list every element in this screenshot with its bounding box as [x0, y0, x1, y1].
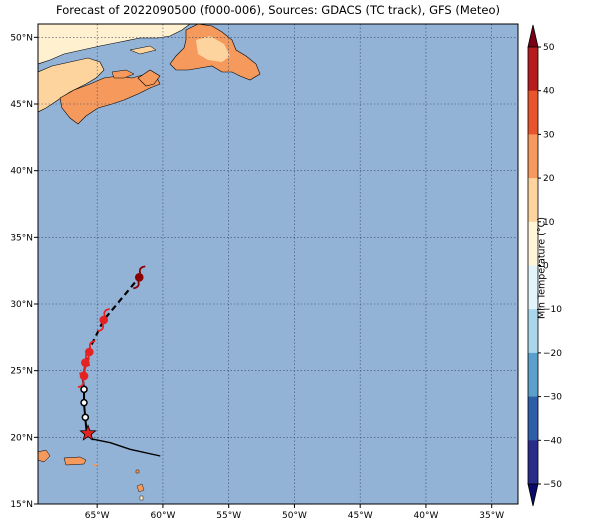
prior-track-line	[90, 437, 161, 457]
lon-tick-label: 40°W	[414, 511, 439, 521]
colorbar-segment	[528, 462, 538, 485]
cyclone-arm-bottom	[133, 281, 140, 290]
current-position-star	[79, 424, 97, 441]
lon-tick-label: 60°W	[151, 511, 176, 521]
land-dominica	[139, 495, 144, 501]
land-anticosti	[129, 45, 157, 55]
colorbar-tick-label: −20	[543, 349, 562, 359]
land-quebec	[38, 24, 191, 65]
cyclone-arm-bottom	[83, 355, 90, 364]
cyclone-arm-bottom	[77, 379, 85, 388]
land-guadeloupe	[136, 483, 145, 493]
cyclone-track-layer	[77, 265, 161, 457]
land-pei	[111, 69, 135, 79]
colorbar-tick-label: 30	[543, 130, 555, 140]
past-position-marker	[80, 398, 88, 407]
colorbar-segment	[528, 374, 538, 398]
lon-tick-label: 65°W	[85, 511, 110, 521]
colorbar-segment	[528, 156, 538, 179]
colorbar-tick-label: −50	[543, 480, 562, 490]
cyclone-symbol	[83, 340, 96, 364]
colorbar-segment	[528, 243, 538, 266]
colorbar-segment	[528, 265, 538, 288]
graticule	[38, 24, 518, 504]
colorbar-segment	[528, 68, 538, 92]
colorbar-segment	[528, 47, 538, 70]
cyclone-symbol	[97, 308, 110, 332]
land-nova-scotia	[59, 73, 161, 125]
map-title: Forecast of 2022090500 (f000-006), Sourc…	[56, 3, 500, 17]
lon-tick-label: 55°W	[216, 511, 241, 521]
colorbar-tick-label: −40	[543, 436, 562, 446]
colorbar-extend-bottom	[527, 483, 539, 507]
cyclone-core	[134, 273, 144, 282]
cyclone-core	[99, 315, 109, 325]
land-maritimes	[38, 57, 105, 113]
cyclone-arm-bottom	[79, 366, 86, 375]
colorbar-tick-label: 10	[543, 218, 555, 228]
lon-tick-label: 50°W	[282, 511, 307, 521]
lat-tick-label: 50°N	[10, 33, 33, 43]
cyclone-arm-top	[138, 265, 146, 274]
colorbar-tick-label: 20	[543, 174, 555, 184]
colorbar-segment	[528, 287, 538, 310]
land-cape-breton	[137, 69, 161, 87]
colorbar-segment	[528, 418, 538, 441]
colorbar-segment	[528, 112, 538, 135]
colorbar-segment	[528, 331, 538, 354]
cyclone-arm-top	[103, 308, 110, 317]
colorbar-tick-label: −30	[543, 393, 562, 403]
colorbar-tick-label: 40	[543, 87, 555, 97]
lat-tick-label: 45°N	[10, 100, 33, 110]
colorbar-segment	[528, 396, 538, 419]
cyclone-arm-top	[88, 340, 96, 349]
map-frame	[37, 23, 519, 505]
colorbar-segment	[528, 440, 538, 463]
lat-tick-label: 40°N	[10, 167, 33, 177]
colorbar-segment	[528, 178, 538, 201]
latitude-labels: 50°N 45°N 40°N 35°N 30°N 25°N 20°N 15°N	[10, 33, 38, 510]
land-puerto-rico	[63, 456, 87, 466]
colorbar-segment	[528, 352, 538, 376]
land-newfoundland-interior	[196, 36, 230, 62]
past-position-marker	[80, 385, 88, 394]
colorbar-segment	[528, 309, 538, 332]
cyclone-symbol	[133, 265, 146, 290]
land-hispaniola	[38, 449, 51, 463]
colorbar: 50 40 30 20 10 0 −10 −20 −30 −40 −50	[527, 24, 562, 507]
lat-tick-label: 25°N	[10, 367, 33, 377]
longitude-labels: 65°W 60°W 55°W 50°W 45°W 40°W 35°W	[85, 504, 504, 521]
colorbar-segment	[528, 221, 538, 245]
colorbar-segment	[528, 90, 538, 114]
cyclone-core	[84, 347, 94, 357]
lat-tick-label: 15°N	[10, 500, 33, 510]
colorbar-extend-top	[527, 24, 539, 48]
lat-tick-label: 35°N	[10, 233, 33, 243]
land-layer	[38, 24, 261, 501]
lat-tick-label: 30°N	[10, 300, 33, 310]
colorbar-segment	[528, 134, 538, 157]
colorbar-tick-label: −10	[543, 305, 562, 315]
lon-tick-label: 45°W	[348, 511, 373, 521]
colorbar-tick-label: 0	[543, 262, 549, 272]
colorbar-segment	[528, 199, 538, 223]
land-antigua	[135, 469, 140, 474]
lat-tick-label: 20°N	[10, 433, 33, 443]
colorbar-label: Min Temperature (°C)	[536, 217, 548, 319]
cyclone-arm-bottom	[97, 323, 105, 332]
colorbar-tick-label: 50	[543, 43, 555, 53]
past-position-marker	[81, 413, 90, 422]
lon-tick-label: 35°W	[479, 511, 504, 521]
